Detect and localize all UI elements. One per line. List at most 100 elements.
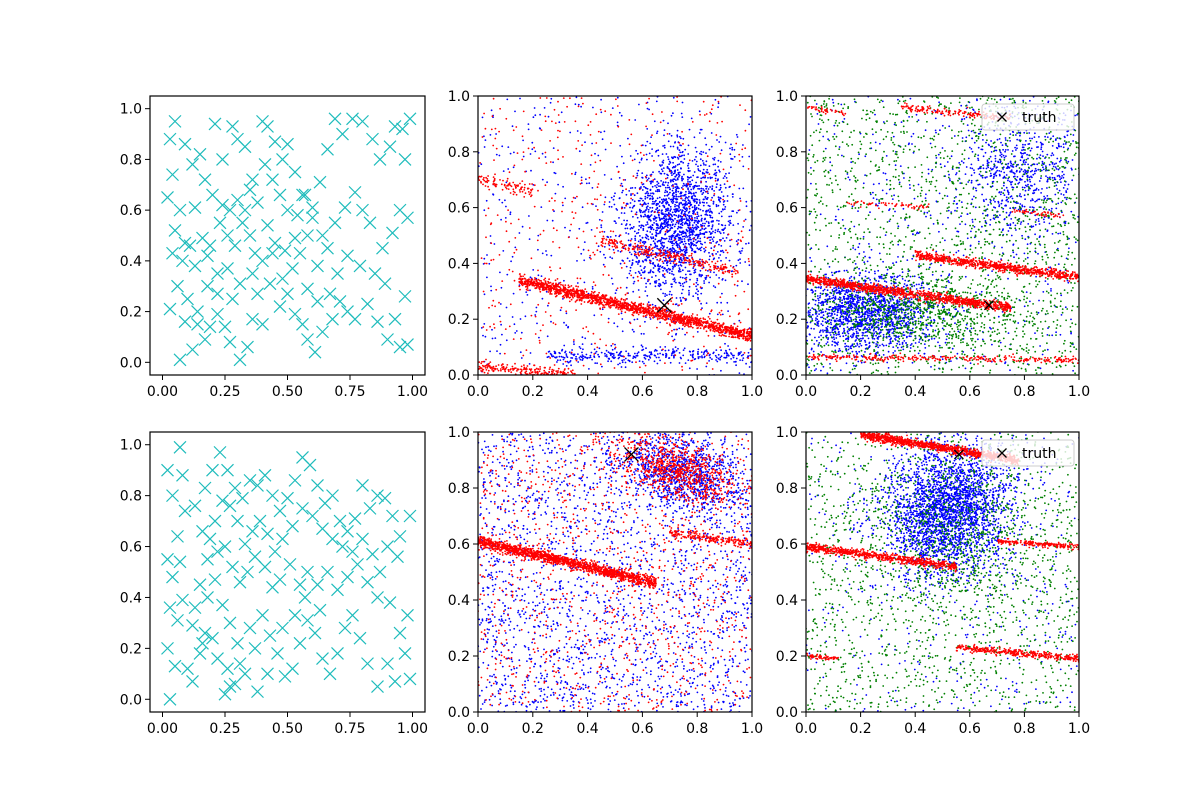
data-point — [659, 359, 661, 362]
data-point — [515, 330, 518, 332]
data-point — [565, 295, 568, 297]
data-point — [667, 156, 669, 158]
data-point — [657, 254, 659, 257]
data-point — [671, 156, 673, 159]
data-point — [676, 243, 679, 245]
data-point — [568, 296, 571, 299]
data-point — [699, 237, 702, 240]
data-point — [636, 310, 638, 313]
data-point — [544, 286, 546, 289]
data-point — [681, 219, 683, 222]
data-point — [723, 208, 726, 211]
data-point — [649, 206, 651, 209]
data-point-x — [188, 259, 202, 273]
data-point — [609, 296, 612, 299]
data-point — [563, 344, 566, 347]
data-point-x — [223, 203, 237, 217]
data-point — [546, 372, 549, 375]
data-point — [637, 270, 640, 273]
data-point — [644, 266, 646, 268]
data-point — [573, 353, 576, 356]
data-point — [612, 198, 615, 201]
data-point — [628, 260, 631, 262]
data-point-x — [231, 193, 244, 207]
data-point — [552, 369, 555, 372]
data-point — [500, 218, 502, 221]
data-point — [726, 195, 729, 197]
data-point — [644, 215, 647, 217]
data-point — [649, 318, 652, 320]
data-point — [610, 360, 613, 363]
data-point — [690, 215, 693, 217]
data-point — [688, 350, 691, 353]
data-point — [676, 246, 679, 249]
data-point — [648, 351, 651, 354]
data-point — [483, 293, 486, 296]
data-point — [661, 183, 664, 185]
data-point — [704, 222, 706, 225]
data-point — [664, 267, 666, 270]
data-point — [621, 361, 624, 364]
data-point — [702, 209, 704, 212]
data-point — [647, 238, 650, 241]
data-point — [631, 199, 634, 201]
data-point — [570, 364, 572, 367]
data-point — [705, 210, 707, 213]
data-point-x — [206, 188, 219, 202]
data-point — [716, 251, 719, 253]
data-point — [648, 259, 651, 262]
data-point — [735, 364, 737, 367]
data-point — [662, 161, 665, 164]
data-point — [660, 239, 663, 241]
data-point — [683, 316, 686, 319]
data-point — [615, 222, 617, 225]
data-point-x — [256, 317, 269, 331]
data-point — [480, 327, 483, 329]
data-point — [554, 291, 556, 293]
data-point — [686, 315, 689, 318]
data-point — [650, 314, 653, 317]
data-point — [493, 243, 496, 245]
series-0 — [582, 96, 751, 348]
data-point — [656, 265, 659, 267]
data-point — [664, 189, 667, 192]
data-point — [678, 317, 681, 320]
data-point — [709, 255, 711, 258]
data-point — [651, 226, 654, 229]
data-point — [741, 250, 743, 252]
data-point — [593, 297, 596, 300]
data-point — [581, 351, 583, 354]
data-point-x — [326, 312, 339, 326]
data-point — [669, 170, 671, 173]
data-point — [483, 257, 486, 260]
data-point — [667, 254, 670, 257]
data-point — [670, 200, 673, 203]
scatter-panel-row1-col1: 0.00 0.25 0.50 0.75 1.000.00.20.40.60.81.0 — [120, 95, 428, 400]
data-point — [706, 322, 709, 324]
data-point — [589, 164, 592, 166]
data-point — [729, 265, 732, 267]
data-point — [637, 279, 640, 282]
data-point — [692, 267, 695, 269]
data-point — [537, 368, 540, 371]
data-point — [527, 289, 529, 292]
data-point-x — [383, 140, 397, 154]
data-point — [611, 283, 614, 285]
data-point — [691, 242, 694, 245]
data-point — [513, 151, 515, 154]
data-point — [649, 356, 651, 358]
data-point — [666, 264, 669, 267]
data-point — [684, 210, 687, 213]
data-point — [696, 288, 698, 291]
data-point — [489, 350, 491, 353]
data-point — [681, 203, 684, 206]
data-point — [663, 241, 665, 244]
data-point — [709, 208, 711, 210]
data-point — [576, 299, 579, 301]
data-point — [741, 359, 744, 362]
data-point — [644, 259, 646, 261]
data-point — [713, 335, 716, 337]
data-point — [690, 263, 692, 266]
data-point — [631, 307, 634, 310]
data-point — [483, 365, 485, 368]
